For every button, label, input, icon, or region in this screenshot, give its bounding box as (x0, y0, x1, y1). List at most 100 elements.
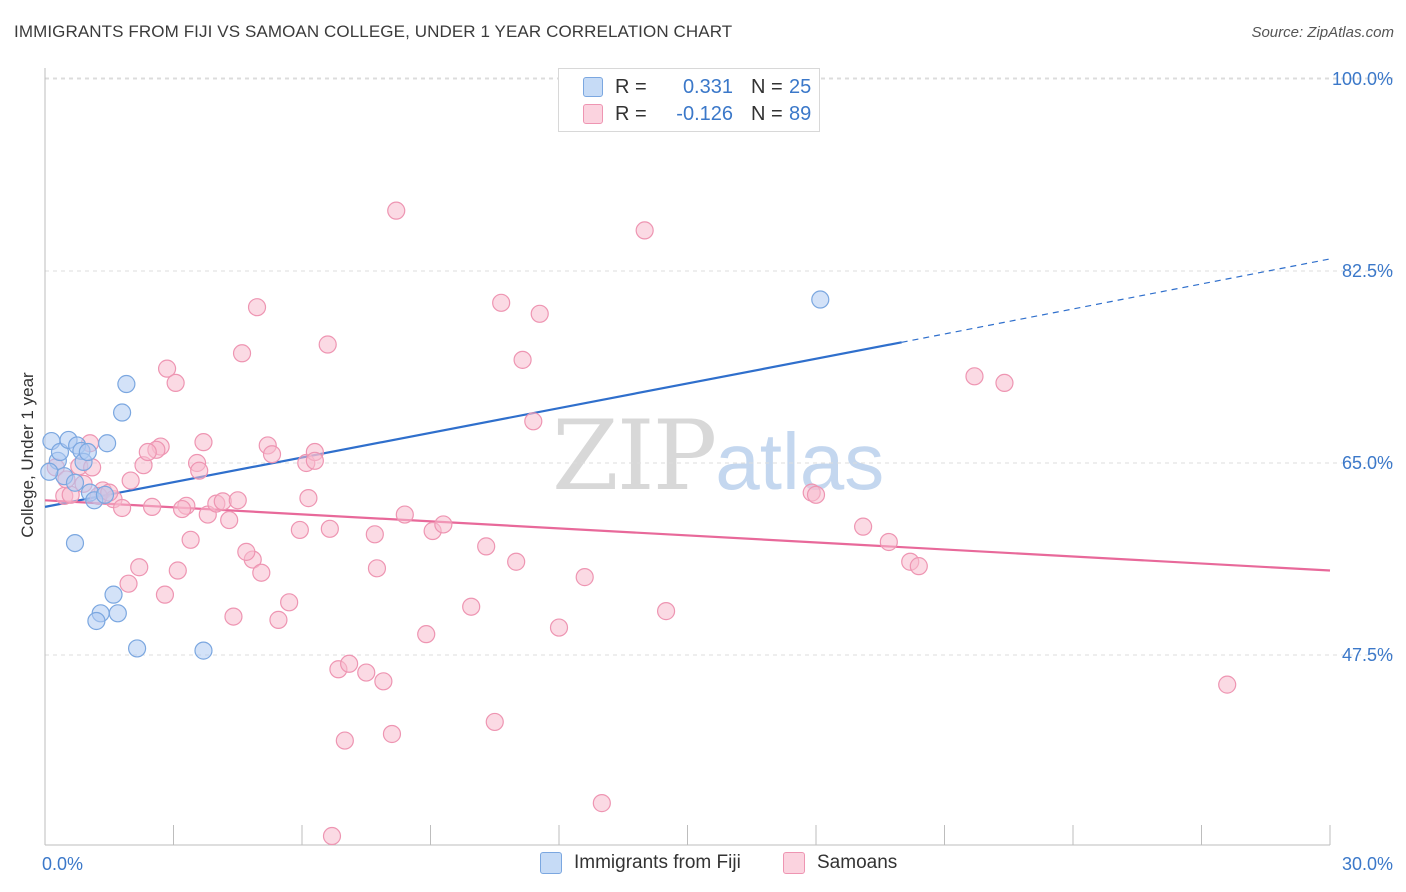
watermark: ZIPatlas (552, 400, 884, 512)
watermark-zip: ZIP (552, 400, 717, 512)
samoan-point (322, 826, 342, 846)
samoan-point (142, 497, 162, 516)
samoan-point (213, 492, 232, 511)
samoan-point (237, 542, 256, 561)
samoan-point (462, 597, 481, 616)
samoan-point (190, 461, 209, 480)
samoan-point (305, 451, 324, 470)
samoan-point (290, 520, 309, 540)
samoan-point (357, 663, 376, 682)
samoan-point (854, 517, 873, 536)
samoan-point (524, 412, 543, 431)
bottom-legend-label-samoan: Samoans (817, 852, 898, 873)
legend-swatch-samoan (583, 104, 603, 124)
fiji-point (40, 462, 59, 481)
samoan-point (382, 724, 402, 744)
legend-r-value: 0.331 (682, 75, 733, 98)
legend-n-label: N = (751, 75, 783, 98)
samoan-point (299, 489, 318, 508)
samoan-point (549, 618, 569, 637)
samoan-point (806, 485, 826, 504)
fiji-point (127, 639, 147, 658)
samoan-point (417, 625, 436, 644)
trend-lines (44, 258, 1331, 572)
samoan-point (656, 602, 676, 621)
y-tick-label: 65.0% (1342, 453, 1393, 473)
fiji-point (811, 290, 830, 309)
y-tick-label: 47.5% (1342, 645, 1393, 665)
fiji-point (104, 585, 123, 604)
samoan-point (155, 585, 175, 604)
legend-row-fiji: R = 0.331 N = 25 (583, 75, 811, 99)
data-points (40, 201, 1237, 846)
samoan-point (635, 221, 654, 240)
watermark-atlas: atlas (715, 417, 885, 506)
samoan-point (374, 672, 393, 691)
samoan-point (909, 557, 928, 576)
bottom-legend-swatch-fiji (540, 852, 562, 874)
grid-lines (45, 77, 1395, 656)
correlation-legend: R = 0.331 N = 25 R = -0.126 N = 89 (558, 68, 820, 132)
y-tick-label: 82.5% (1342, 261, 1393, 281)
samoan-point (365, 525, 384, 544)
samoan-point (121, 471, 140, 490)
samoan-point (172, 499, 192, 519)
legend-r-value: -0.126 (676, 102, 733, 125)
samoan-point (335, 731, 354, 750)
fiji-point (117, 374, 136, 394)
samoan-point (477, 537, 496, 556)
samoan-point (194, 433, 213, 452)
fiji-point (78, 442, 97, 462)
samoan-point (112, 498, 132, 518)
samoan-point (228, 491, 247, 510)
axes (44, 68, 1331, 846)
samoan-point (280, 593, 299, 612)
fiji-point (108, 604, 127, 623)
samoan-point (168, 561, 187, 580)
bottom-legend-samoan: Samoans (783, 852, 897, 874)
fiji-point (65, 533, 85, 553)
bottom-legend-fiji: Immigrants from Fiji (540, 852, 741, 874)
samoan-point (513, 350, 532, 369)
samoan-point (232, 344, 252, 363)
samoan-point (262, 445, 282, 464)
fiji-point (65, 473, 85, 492)
y-tick-label: 100.0% (1332, 69, 1393, 89)
chart-source: Source: ZipAtlas.com (1251, 24, 1394, 41)
samoan-point (592, 794, 611, 813)
fiji-trend-extension (901, 258, 1331, 343)
x-tick-label: 0.0% (42, 854, 83, 874)
legend-n-value: 25 (789, 75, 812, 98)
samoan-trend-line (44, 499, 1331, 572)
bottom-legend-swatch-samoan (783, 852, 805, 874)
samoan-point (119, 574, 138, 593)
samoan-point (138, 442, 157, 462)
samoan-point (320, 519, 339, 538)
samoan-point (387, 201, 406, 220)
legend-row-samoan: R = -0.126 N = 89 (583, 102, 811, 126)
samoan-point (879, 532, 898, 552)
fiji-trend-line (44, 341, 902, 508)
samoan-point (247, 298, 267, 317)
legend-r-label: R = (615, 102, 647, 125)
samoan-point (485, 712, 504, 732)
samoan-point (434, 515, 453, 534)
samoan-point (130, 558, 149, 577)
samoan-point (340, 654, 359, 673)
fiji-point (95, 485, 115, 504)
x-tick-label: 30.0% (1342, 854, 1393, 874)
tick-labels: 47.5% 65.0% 82.5% 100.0% 0.0% 30.0% (42, 69, 1393, 874)
bottom-legend-label-fiji: Immigrants from Fiji (574, 852, 741, 873)
samoan-point (492, 293, 511, 312)
samoan-point (220, 510, 239, 530)
samoan-point (181, 530, 200, 549)
samoan-point (157, 359, 177, 378)
samoan-point (318, 335, 337, 354)
legend-n-value: 89 (789, 102, 812, 125)
legend-swatch-fiji (583, 77, 603, 97)
samoan-point (395, 505, 414, 524)
samoan-point (269, 610, 288, 629)
legend-n-label: N = (751, 102, 783, 125)
samoan-point (166, 373, 185, 393)
samoan-point (507, 552, 526, 571)
